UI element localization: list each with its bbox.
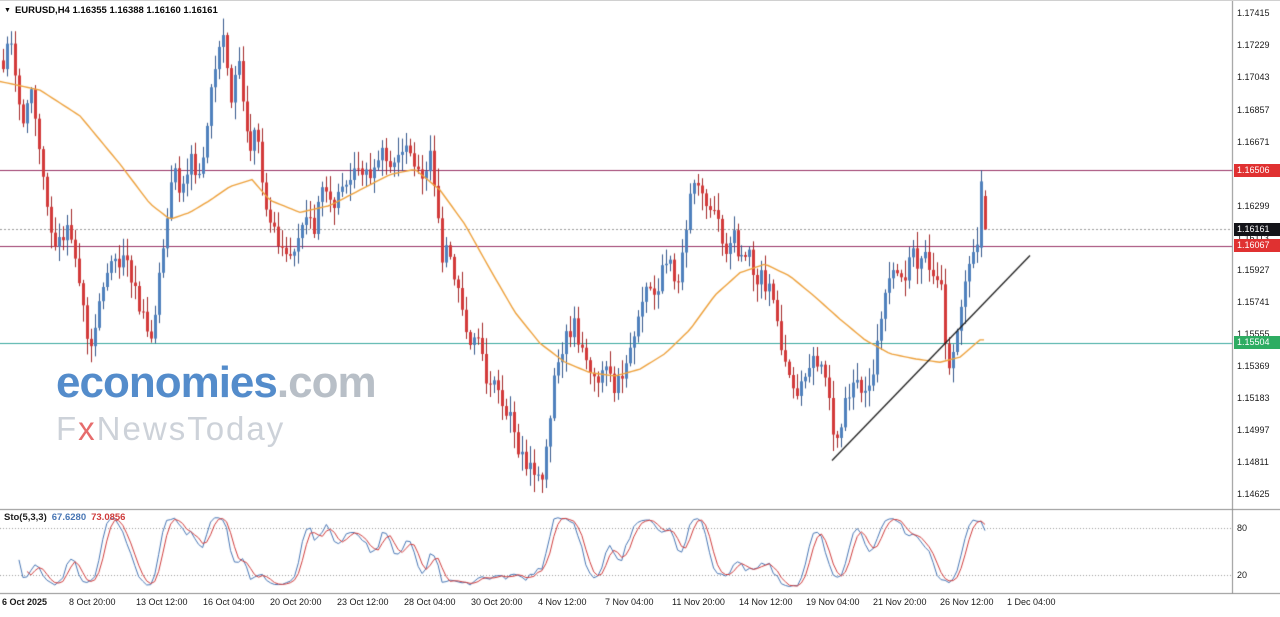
date-tick-label: 26 Nov 12:00: [940, 597, 994, 607]
date-tick-label: 16 Oct 04:00: [203, 597, 255, 607]
price-tick-label: 1.17229: [1237, 40, 1270, 51]
price-tick-label: 1.14625: [1237, 489, 1270, 500]
date-tick-label: 11 Nov 20:00: [672, 597, 725, 607]
price-tick-label: 1.15927: [1237, 264, 1270, 275]
price-tick-label: 1.16857: [1237, 104, 1270, 115]
date-tick-label: 7 Nov 04:00: [605, 597, 654, 607]
date-tick-label: 4 Nov 12:00: [538, 597, 587, 607]
support-price-flag: 1.15504: [1234, 336, 1280, 350]
date-tick-label: 6 Oct 2025: [2, 597, 48, 607]
date-tick-label: 30 Oct 20:00: [471, 597, 523, 607]
date-tick-label: 20 Oct 20:00: [270, 597, 322, 607]
symbol-dropdown-icon[interactable]: ▼: [4, 7, 11, 14]
price-tick-label: 1.15555: [1237, 328, 1270, 339]
indicator-level-label: 20: [1237, 569, 1248, 580]
price-tick-label: 1.15369: [1237, 360, 1270, 371]
price-tick-label: 1.16299: [1237, 200, 1270, 211]
date-tick-label: 8 Oct 20:00: [69, 597, 116, 607]
date-tick-label: 28 Oct 04:00: [404, 597, 456, 607]
price-tick-label: 1.17415: [1237, 8, 1270, 19]
date-tick-label: 19 Nov 04:00: [806, 597, 860, 607]
price-tick-label: 1.15741: [1237, 296, 1270, 307]
current-price-flag: 1.16161: [1234, 222, 1280, 236]
indicator-value-signal: 73.0856: [91, 512, 126, 523]
indicator-label: Sto(5,3,3) 67.6280 73.0856: [4, 512, 125, 523]
symbol-ohlc-text: EURUSD,H4 1.16355 1.16388 1.16160 1.1616…: [14, 5, 218, 16]
date-tick-label: 13 Oct 12:00: [136, 597, 188, 607]
date-tick-label: 21 Nov 20:00: [873, 597, 927, 607]
resistance-price-flag: 1.16067: [1234, 239, 1280, 253]
price-tick-label: 1.14811: [1237, 457, 1269, 468]
time-axis[interactable]: 6 Oct 2025 8 Oct 20:00 13 Oct 12:00 16 Oct …: [0, 597, 1280, 611]
price-tick-label: 1.16113: [1237, 232, 1269, 243]
price-tick-label: 1.14997: [1237, 424, 1270, 435]
indicator-level-label: 80: [1237, 523, 1248, 534]
price-tick-label: 1.17043: [1237, 72, 1270, 83]
resistance-price-flag: 1.16506: [1234, 163, 1280, 177]
indicator-value-main: 67.6280: [51, 512, 87, 523]
price-tick-label: 1.15183: [1237, 392, 1270, 403]
indicator-name: Sto(5,3,3): [4, 512, 47, 523]
symbol-ohlc-header: ▼ EURUSD,H4 1.16355 1.16388 1.16160 1.161…: [4, 5, 218, 16]
date-tick-label: 1 Dec 04:00: [1007, 597, 1056, 607]
date-tick-label: 23 Oct 12:00: [337, 597, 389, 607]
price-tick-label: 1.16671: [1237, 136, 1270, 147]
date-tick-label: 14 Nov 12:00: [739, 597, 793, 607]
